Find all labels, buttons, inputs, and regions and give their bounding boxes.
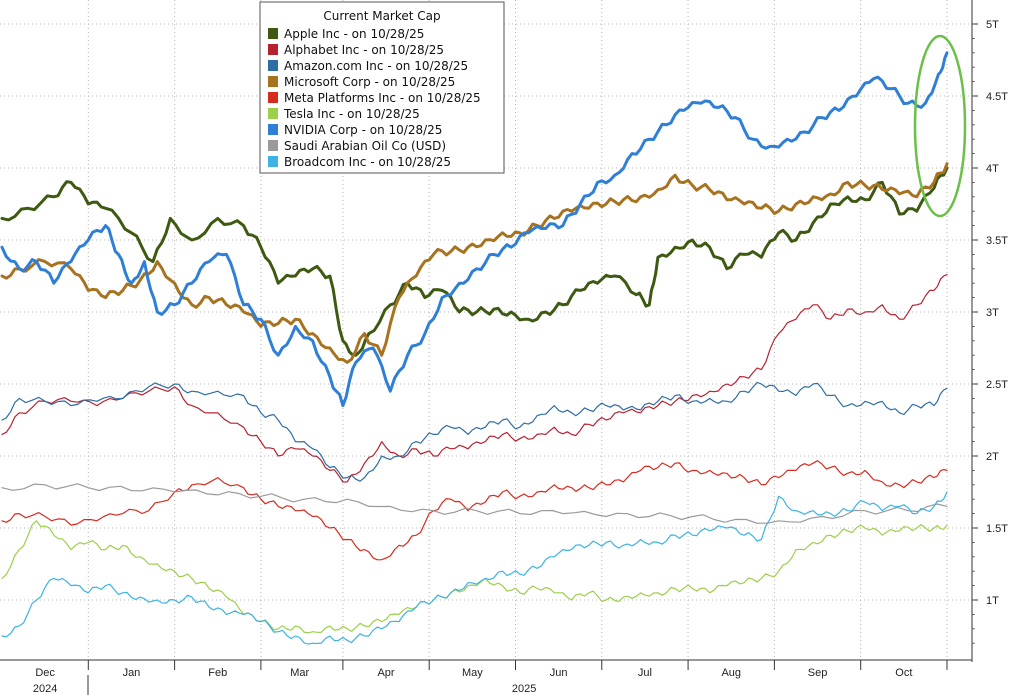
series-line-nvidia xyxy=(0,51,949,408)
x-axis: Dec Jan Feb Mar Apr May Jun Jul Aug Sep Oct 2024 202… xyxy=(0,659,972,695)
legend-swatch xyxy=(268,156,278,167)
legend-label: Tesla Inc - on 10/28/25 xyxy=(283,107,420,121)
y-tick-label: 1T xyxy=(986,595,999,607)
legend-swatch xyxy=(268,108,278,119)
y-tick-label: 2.5T xyxy=(986,379,1008,391)
x-tick-label: Jul xyxy=(638,667,652,679)
series-line-meta xyxy=(1,460,948,561)
x-tick-label: May xyxy=(462,667,483,679)
legend-box xyxy=(259,1,505,174)
legend-title: Current Market Cap xyxy=(323,9,440,23)
legend-label: Microsoft Corp - on 10/28/25 xyxy=(284,75,455,89)
series-line-amazoncom xyxy=(1,381,948,482)
legend: Current Market Cap Apple Inc - on 10/28/… xyxy=(259,1,505,174)
x-tick-label: Dec xyxy=(35,667,55,679)
series-line-tesla xyxy=(1,520,948,634)
x-tick-label: Jun xyxy=(550,667,568,679)
y-tick-label: 3T xyxy=(986,307,999,319)
legend-label: Meta Platforms Inc - on 10/28/25 xyxy=(284,91,481,105)
y-tick-label: 1.5T xyxy=(986,523,1008,535)
series-line-broadcom xyxy=(1,491,948,645)
series-layer xyxy=(0,51,949,645)
x-tick-label: Mar xyxy=(290,667,309,679)
y-tick-label: 3.5T xyxy=(986,235,1008,247)
x-tick-label: Feb xyxy=(208,667,227,679)
legend-label: NVIDIA Corp - on 10/28/25 xyxy=(284,123,442,137)
legend-label: Saudi Arabian Oil Co (USD) xyxy=(284,139,446,153)
legend-swatch xyxy=(268,124,278,135)
series-line-apple xyxy=(0,166,949,357)
legend-swatch xyxy=(268,76,278,87)
y-tick-label: 5T xyxy=(986,19,999,31)
legend-label: Apple Inc - on 10/28/25 xyxy=(284,27,424,41)
x-year-label: 2025 xyxy=(512,683,536,695)
legend-swatch xyxy=(268,60,278,71)
series-line-saudi xyxy=(1,483,948,524)
legend-swatch xyxy=(268,140,278,151)
x-tick-label: Jan xyxy=(123,667,141,679)
series-line-alphabet xyxy=(1,274,948,483)
legend-swatch xyxy=(268,44,278,55)
y-axis: 1T 1.5T 2T 2.5T 3T 3.5T 4T 4.5T 5T xyxy=(971,0,1008,662)
legend-label: Broadcom Inc - on 10/28/25 xyxy=(284,155,451,169)
x-year-label: 2024 xyxy=(33,683,57,695)
annotation-layer xyxy=(913,34,967,218)
x-tick-label: Oct xyxy=(895,667,912,679)
legend-swatch xyxy=(268,92,278,103)
legend-label: Amazon.com Inc - on 10/28/25 xyxy=(284,59,468,73)
x-tick-label: Sep xyxy=(808,667,828,679)
y-tick-label: 2T xyxy=(986,451,999,463)
series-line-microsoft xyxy=(0,162,949,364)
highlight-ellipse xyxy=(913,34,967,218)
x-tick-label: Apr xyxy=(377,667,394,679)
y-tick-label: 4.5T xyxy=(986,91,1008,103)
legend-swatch xyxy=(268,28,278,39)
y-tick-label: 4T xyxy=(986,163,999,175)
x-tick-label: Aug xyxy=(721,667,741,679)
legend-label: Alphabet Inc - on 10/28/25 xyxy=(284,43,444,57)
